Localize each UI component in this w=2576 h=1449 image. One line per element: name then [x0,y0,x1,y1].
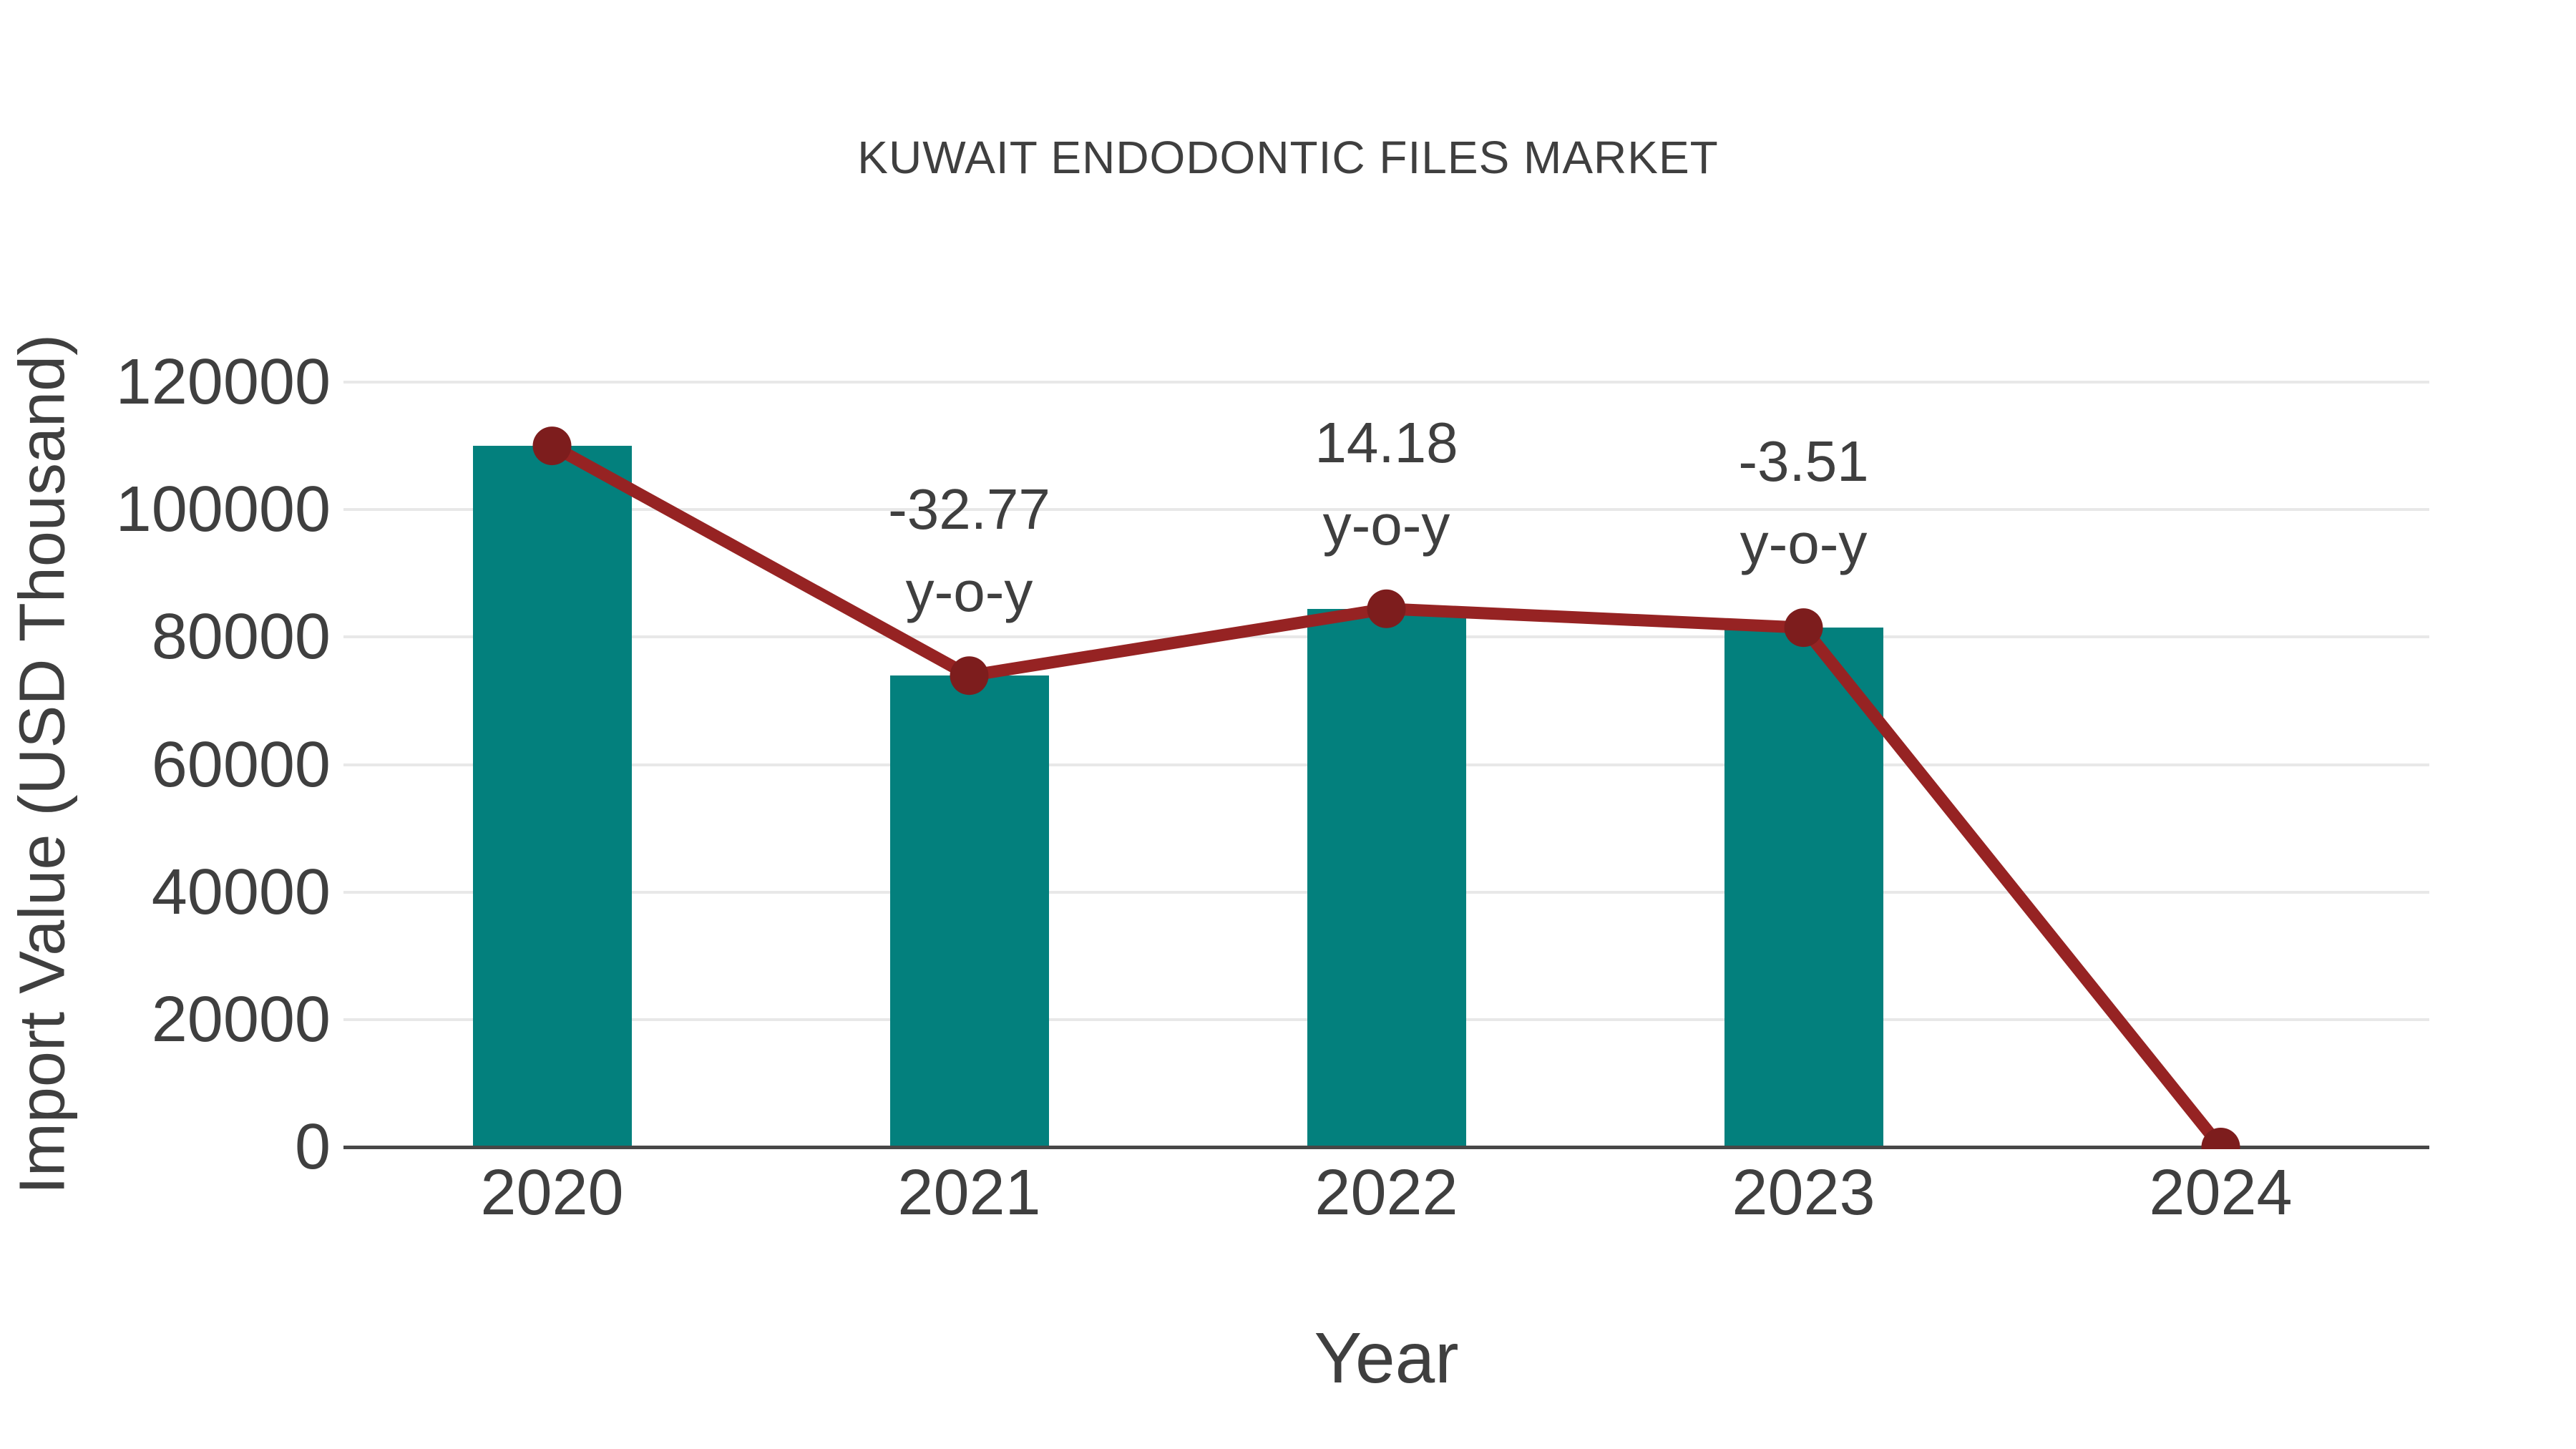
x-tick-label-2024: 2024 [2149,1157,2293,1229]
data-point-marker-2020 [532,426,572,466]
gridline-100000 [343,508,2429,512]
bar-2022 [1307,608,1466,1147]
data-point-marker-2021 [950,656,989,696]
x-tick-label-2020: 2020 [480,1157,624,1229]
y-tick-label-40000: 40000 [151,856,331,928]
y-tick-label-0: 0 [294,1111,331,1183]
annotation-2023-line-2: y-o-y [1740,512,1868,576]
gridline-120000 [343,381,2429,384]
annotation-2021-line-1: -32.77 [888,477,1050,542]
y-tick-label-60000: 60000 [151,728,331,801]
x-axis-line [343,1146,2429,1149]
data-point-marker-2024 [2201,1128,2240,1149]
data-point-marker-2022 [1367,589,1406,628]
chart-title: KUWAIT ENDODONTIC FILES MARKET [857,132,1719,183]
x-tick-label-2023: 2023 [1732,1157,1875,1229]
data-point-marker-2023 [1784,608,1823,648]
y-tick-label-120000: 120000 [115,346,331,418]
annotation-2023-line-1: -3.51 [1738,429,1869,494]
x-axis-title: Year [1314,1318,1459,1398]
bar-2023 [1724,628,1883,1147]
trend-line-layer [532,426,2240,1149]
annotation-2022: 14.18 y-o-y [1172,401,1601,566]
annotation-2022-line-1: 14.18 [1314,410,1458,474]
y-tick-label-100000: 100000 [115,474,331,546]
annotation-2023: -3.51 y-o-y [1589,420,2019,585]
x-tick-label-2022: 2022 [1314,1157,1458,1229]
annotation-2021: -32.77 y-o-y [755,468,1184,633]
bar-2021 [889,675,1049,1147]
annotation-2021-line-2: y-o-y [905,560,1033,624]
x-tick-label-2021: 2021 [897,1157,1041,1229]
y-tick-label-20000: 20000 [151,983,331,1055]
y-tick-label-80000: 80000 [151,601,331,673]
bar-2020 [472,446,632,1147]
annotation-2022-line-2: y-o-y [1322,492,1450,557]
